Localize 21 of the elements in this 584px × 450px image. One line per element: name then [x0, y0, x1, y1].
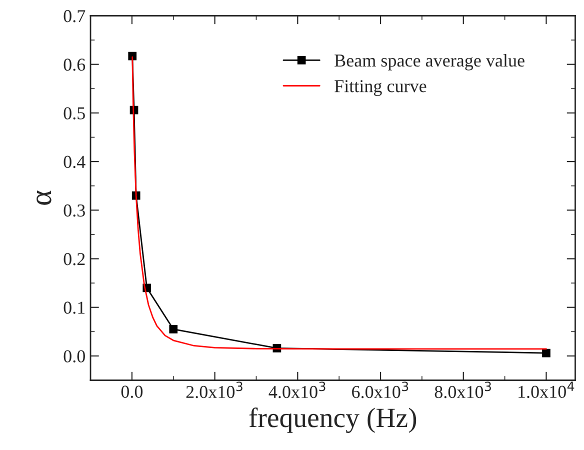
- point: [542, 348, 550, 358]
- y-tick-label: 0.5: [64, 107, 85, 120]
- y-tick-label: 0.4: [64, 156, 86, 168]
- x-tick-label: 4.0x10$^{3}$: [268, 382, 326, 398]
- x-tick-label: 6.0x10$^{3}$: [352, 382, 408, 398]
- x-tick-label: 2.0x10$^{3}$: [186, 382, 242, 398]
- y-tick-label: 0.0: [64, 350, 85, 362]
- y-tick-label: 0.6: [64, 58, 86, 71]
- x-tick-label: 8.0x10$^{3}$: [434, 382, 491, 398]
- point: [169, 325, 178, 334]
- y-tick-label: 0.3: [64, 204, 85, 217]
- y-tick-label: 0.2: [64, 253, 85, 266]
- y-tick-label: 0.7: [64, 10, 86, 22]
- x-tick-label: 1.0x10$^{4}$: [518, 382, 574, 398]
- legend-label: Beam space average value: [334, 54, 524, 70]
- legend-label: Fitting curve: [334, 80, 426, 96]
- y-axis-title: α: [36, 190, 52, 205]
- y-tick-label: 0.1: [64, 302, 85, 314]
- point: [128, 52, 137, 60]
- x-axis-title: frequency (Hz): [249, 407, 416, 434]
- x-tick-label: 0.0: [121, 386, 143, 398]
